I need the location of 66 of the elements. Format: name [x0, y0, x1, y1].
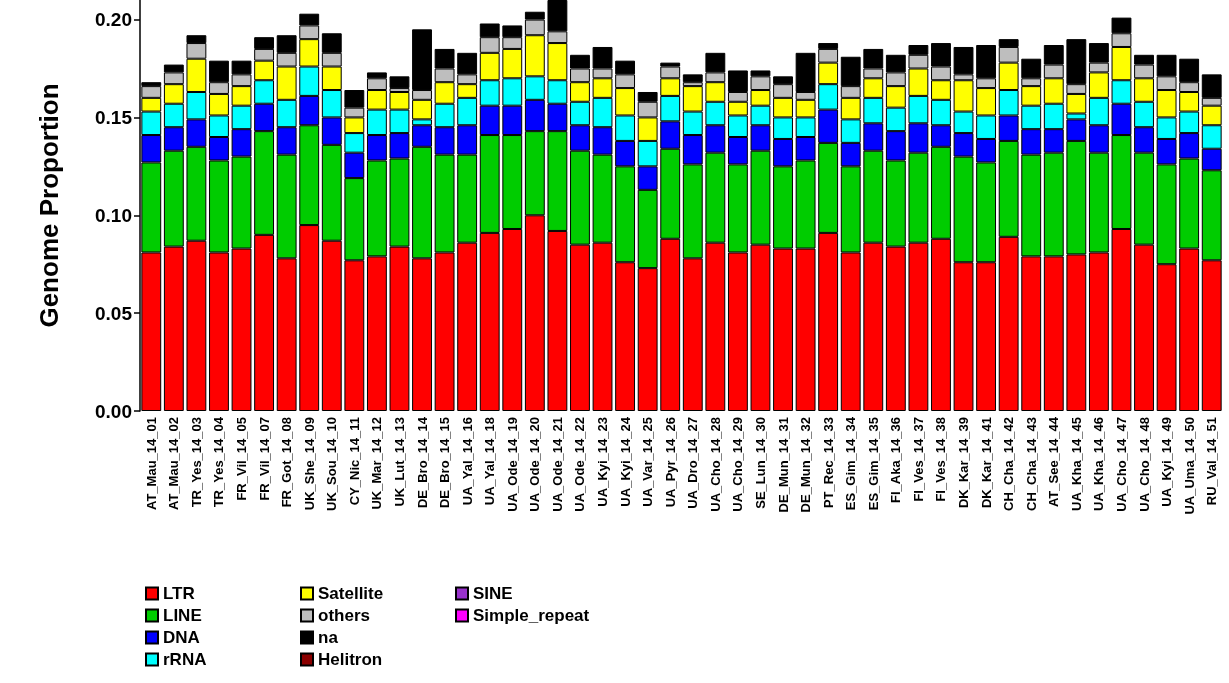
x-tick-label: FI_Ves_14_38 [933, 417, 949, 502]
x-tick-label: DE_Mun_14_31 [775, 417, 791, 513]
x-tick-label: UA_Ode_14_19 [504, 417, 520, 512]
x-tick-label: ES_Gim_14_35 [865, 417, 881, 511]
x-tick-label: CH_Cha_14_43 [1023, 417, 1039, 511]
x-tick-label: UA_Cho_14_28 [707, 417, 723, 512]
x-tick-label: UA_Dro_14_27 [685, 417, 701, 509]
x-tick-label: CY_Nic_14_11 [346, 417, 362, 506]
x-tick-label: ES_Gim_14_34 [843, 416, 859, 511]
x-tick-label: UA_Kyi_14_24 [617, 416, 633, 507]
x-tick-label: DE_Bro_14_14 [414, 416, 430, 509]
x-tick-label: AT_Mau_14_01 [143, 417, 159, 510]
legend-label: others [318, 606, 370, 625]
x-tick-label: TR_Yes_14_04 [211, 416, 227, 508]
bar [682, 74, 703, 83]
legend-label: LTR [163, 584, 195, 603]
legend-label: Satellite [318, 584, 384, 603]
x-tick-label: UK_Lut_14_13 [391, 417, 407, 507]
legend-label: DNA [163, 628, 200, 647]
x-tick-label: UA_Ode_14_22 [572, 417, 588, 512]
x-tick-label: UA_Var_14_25 [640, 417, 656, 507]
x-tick-label: UA_Cho_14_47 [1113, 417, 1129, 512]
legend-label: SINE [473, 584, 513, 603]
x-tick-label: CH_Cha_14_42 [1001, 417, 1017, 511]
x-tick-label: UA_Ode_14_20 [527, 417, 543, 512]
legend-label: Helitron [318, 650, 383, 669]
x-tick-label: UA_Uma_14_50 [1181, 417, 1197, 515]
y-tick-label: 0.20 [95, 9, 132, 31]
y-tick-label: 0.15 [95, 106, 133, 128]
x-tick-label: SE_Lun_14_30 [752, 417, 768, 509]
x-tick-label: UA_Yal_14_18 [482, 417, 498, 506]
x-tick-label: DE_Mun_14_32 [798, 417, 814, 513]
x-tick-label: UA_Kyi_14_23 [595, 417, 611, 507]
x-tick-label: UA_Kyi_14_49 [1159, 417, 1175, 507]
x-tick-label: AT_Mau_14_02 [166, 417, 182, 510]
legend-label: LINE [163, 606, 202, 625]
x-tick-label: UA_Cho_14_48 [1136, 417, 1152, 512]
x-tick-label: UK_Mar_14_12 [369, 417, 385, 510]
x-tick-label: UA_Pyr_14_26 [662, 417, 678, 508]
x-tick-label: DK_Kar_14_39 [956, 417, 972, 509]
x-tick-label: AT_See_14_44 [1046, 416, 1062, 508]
x-tick-label: UA_Ode_14_21 [549, 417, 565, 512]
x-tick-label: DK_Kar_14_41 [978, 417, 994, 509]
x-tick-label: RU_Val_14_51 [1204, 417, 1220, 506]
legend-label: na [318, 628, 339, 647]
x-tick-label: TR_Yes_14_03 [188, 417, 204, 508]
x-tick-label: PT_Rec_14_33 [820, 417, 836, 509]
x-tick-label: FI_Aka_14_36 [888, 417, 904, 504]
x-tick-label: FR_Vil_14_05 [234, 417, 250, 501]
legend-label: rRNA [163, 650, 207, 669]
y-tick-label: 0.00 [95, 400, 132, 422]
legend-label: Simple_repeat [473, 606, 590, 625]
x-tick-label: UA_Kha_14_45 [1068, 417, 1084, 511]
x-tick-label: FR_Vil_14_07 [256, 417, 272, 501]
x-tick-label: UK_She_14_09 [301, 417, 317, 511]
x-tick-label: DE_Bro_14_15 [437, 417, 453, 509]
x-tick-label: FR_Got_14_08 [279, 417, 295, 508]
bar [389, 76, 410, 89]
x-tick-label: UA_Cho_14_29 [730, 417, 746, 512]
y-tick-label: 0.05 [95, 302, 133, 324]
x-tick-label: UK_Sou_14_10 [324, 417, 340, 511]
y-tick-label: 0.10 [95, 204, 132, 226]
y-axis-title: Genome Proportion [34, 83, 64, 328]
x-tick-label: UA_Yal_14_16 [459, 417, 475, 506]
x-tick-label: FI_Ves_14_37 [910, 417, 926, 502]
x-tick-label: UA_Kha_14_46 [1091, 417, 1107, 511]
